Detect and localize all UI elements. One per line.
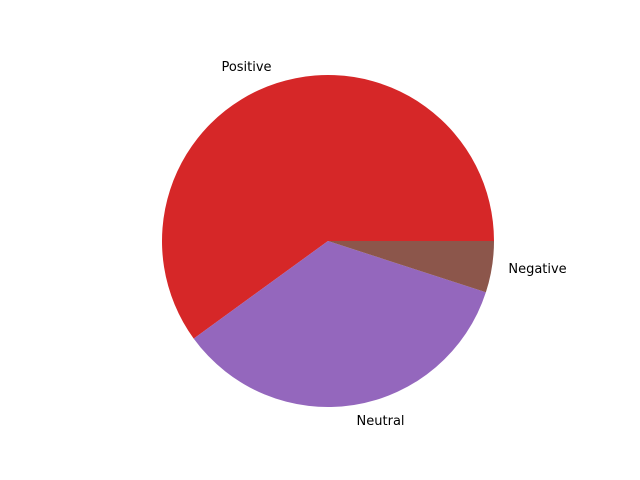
pie-slice-negative: [328, 241, 494, 293]
pie-slices: [161, 75, 494, 408]
slice-label-negative: Negative: [508, 262, 566, 277]
pie-labels: Positive Neutral Negative: [221, 60, 566, 429]
pie-slice-neutral: [193, 241, 486, 408]
pie-slice-positive: [161, 75, 494, 339]
slice-label-neutral: Neutral: [357, 414, 405, 429]
slice-label-positive: Positive: [221, 60, 271, 75]
